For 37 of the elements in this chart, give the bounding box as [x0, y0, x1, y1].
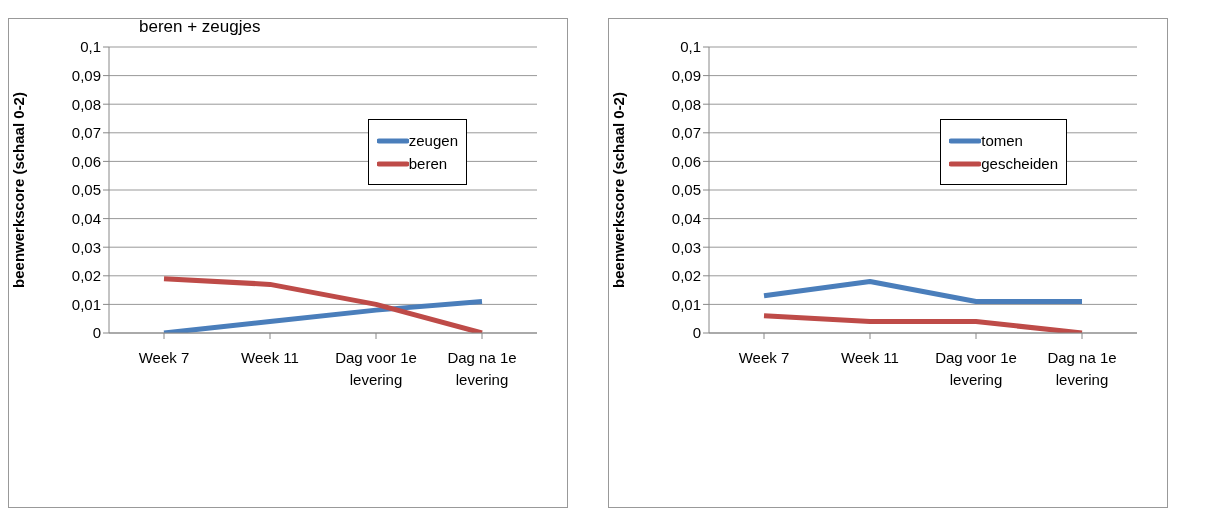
- y-tick-label: 0,1: [80, 38, 101, 56]
- y-tick-label: 0,01: [71, 295, 101, 313]
- y-tick-label: 0,07: [671, 124, 701, 142]
- x-tick-label: Week 7: [738, 349, 790, 366]
- y-tick-label: 0,04: [71, 209, 101, 227]
- legend-label: zeugen: [408, 132, 458, 149]
- chart-title: beren + zeugjes: [139, 17, 261, 37]
- y-axis-title: beenwerkscore (schaal 0-2): [10, 92, 28, 288]
- y-tick-label: 0,07: [71, 124, 101, 142]
- legend-label: beren: [408, 155, 448, 172]
- y-tick-label: 0,06: [671, 152, 701, 170]
- y-tick-label: 0: [692, 324, 701, 342]
- y-tick-label: 0,08: [71, 95, 101, 113]
- legend-label: gescheiden: [981, 155, 1058, 172]
- x-tick-label: Week 11: [841, 349, 899, 366]
- x-tick-label: Dag voor 1e levering: [335, 349, 417, 388]
- y-tick-label: 0,01: [671, 295, 701, 313]
- y-tick-label: 0,09: [71, 66, 101, 84]
- y-tick-label: 0,02: [71, 267, 101, 285]
- y-tick-label: 0: [92, 324, 101, 342]
- y-tick-label: 0,04: [671, 209, 701, 227]
- y-tick-label: 0,03: [671, 238, 701, 256]
- y-axis-title: beenwerkscore (schaal 0-2): [610, 92, 628, 288]
- x-tick-label: Week 7: [138, 349, 190, 366]
- y-tick-label: 0,05: [71, 181, 101, 199]
- y-tick-label: 0,05: [671, 181, 701, 199]
- y-tick-label: 0,03: [71, 238, 101, 256]
- x-tick-label: Dag voor 1e levering: [935, 349, 1017, 388]
- legend-label: tomen: [981, 132, 1023, 149]
- y-tick-label: 0,09: [671, 66, 701, 84]
- x-tick-label: Dag na 1e levering: [1047, 349, 1117, 388]
- y-tick-label: 0,1: [680, 38, 701, 56]
- y-tick-label: 0,06: [71, 152, 101, 170]
- y-tick-label: 0,02: [671, 267, 701, 285]
- x-tick-label: Dag na 1e levering: [447, 349, 517, 388]
- y-tick-label: 0,08: [671, 95, 701, 113]
- x-tick-label: Week 11: [241, 349, 299, 366]
